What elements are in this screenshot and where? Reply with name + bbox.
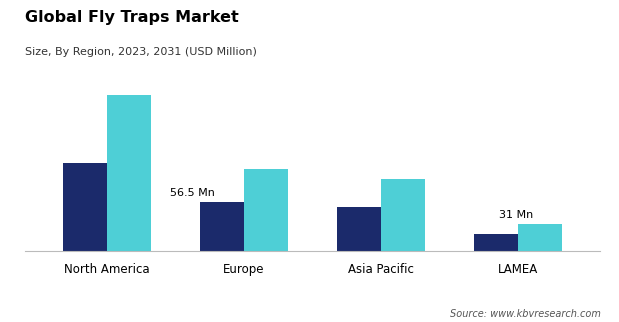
Text: Global Fly Traps Market: Global Fly Traps Market [25,10,238,25]
Bar [107,95,151,251]
Bar [474,233,518,251]
Bar [337,207,381,251]
Bar [200,202,244,251]
Text: 31 Mn: 31 Mn [499,210,534,221]
Text: Source: www.kbvresearch.com: Source: www.kbvresearch.com [449,309,600,319]
Bar [518,224,562,251]
Text: Size, By Region, 2023, 2031 (USD Million): Size, By Region, 2023, 2031 (USD Million… [25,47,257,57]
Bar [244,169,288,251]
Text: 56.5 Mn: 56.5 Mn [170,188,215,198]
Bar [381,179,425,251]
Bar [63,163,107,251]
